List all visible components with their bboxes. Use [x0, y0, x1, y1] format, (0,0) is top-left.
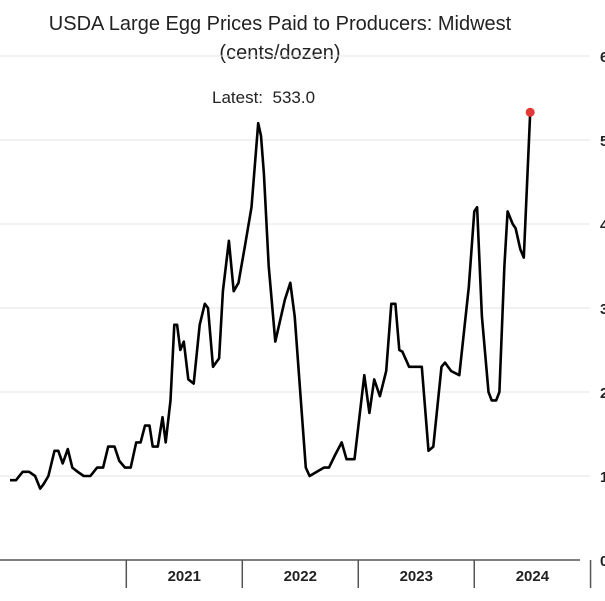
x-tick-label: 2021: [168, 568, 201, 585]
chart-subtitle: (cents/dozen): [219, 42, 341, 64]
y-tick-label: 6: [600, 49, 605, 66]
y-tick-label: 4: [600, 217, 605, 234]
y-tick-label: 3: [600, 301, 605, 318]
x-tick-label: 2024: [516, 568, 550, 585]
y-tick-label: 0: [600, 553, 605, 570]
latest-label: Latest:: [212, 88, 264, 107]
y-tick-label: 2: [600, 385, 605, 402]
y-tick-label: 1: [600, 469, 605, 486]
chart-title-text: USDA Large Egg Prices Paid to Producers:…: [48, 13, 512, 35]
series-line: [10, 112, 532, 490]
x-tick-label: 2022: [284, 568, 317, 585]
chart-title: USDA Large Egg Prices Paid to Producers:…: [0, 10, 560, 68]
y-tick-label: 5: [600, 133, 605, 150]
series-layer: [10, 107, 535, 490]
x-tick-label: 2023: [400, 568, 433, 585]
latest-value: 533.0: [272, 88, 316, 107]
latest-annotation: Latest: 533.0: [212, 88, 315, 108]
gridlines: [0, 55, 590, 477]
y-axis-tick-labels: 0 1 2 3 4 5 6: [600, 49, 605, 570]
x-axis: [0, 559, 592, 588]
latest-point-marker: [525, 107, 535, 117]
x-axis-tick-labels: 2021 2022 2023 2024: [168, 568, 550, 585]
